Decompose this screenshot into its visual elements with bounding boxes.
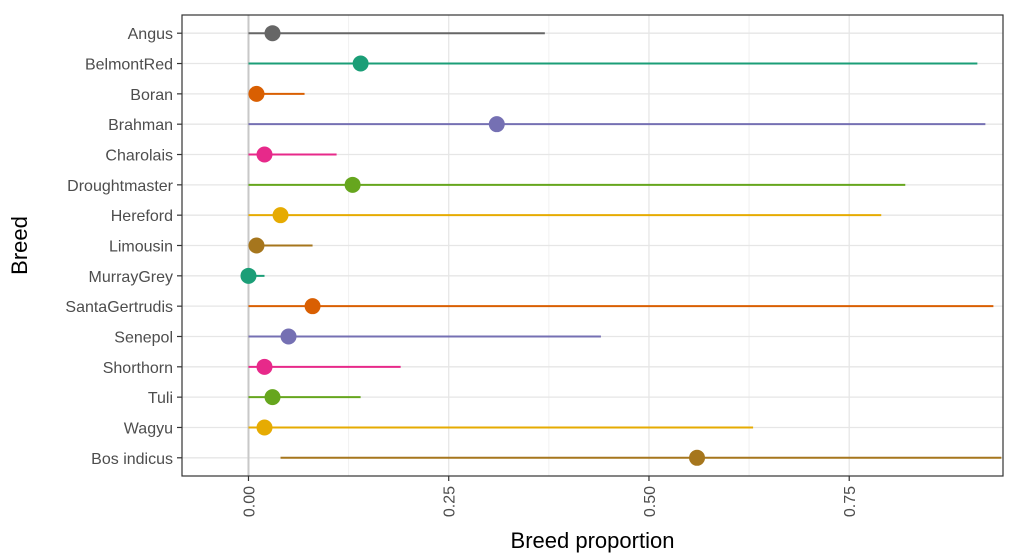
y-tick-label: Brahman: [108, 117, 173, 134]
y-axis-title: Breed: [7, 216, 32, 275]
y-tick-label: Bos indicus: [91, 451, 173, 468]
y-tick-label: Tuli: [148, 390, 173, 407]
point-senepol: [280, 328, 297, 345]
point-limousin: [248, 237, 265, 254]
point-santagertrudis: [304, 298, 321, 315]
point-tuli: [264, 389, 281, 406]
y-tick-label: Shorthorn: [103, 360, 173, 377]
x-tick-label: 0.25: [442, 486, 459, 517]
point-murraygrey: [240, 267, 257, 284]
x-tick-label: 0.00: [241, 486, 258, 517]
y-tick-label: Senepol: [114, 329, 173, 346]
y-tick-label: Droughtmaster: [67, 178, 173, 195]
y-tick-label: BelmontRed: [85, 57, 173, 74]
range-lines-layer: [248, 32, 1002, 459]
point-belmontred: [352, 55, 369, 72]
y-tick-label: Wagyu: [124, 420, 173, 437]
x-tick-label: 0.75: [842, 486, 859, 517]
y-tick-label: Hereford: [111, 208, 173, 225]
y-tick-label: Charolais: [105, 148, 173, 165]
point-boran: [248, 85, 265, 102]
y-tick-layer: Angus BelmontRed Boran Brahman Charolais Drou…: [65, 26, 182, 468]
point-charolais: [256, 146, 273, 163]
y-tick-label: Limousin: [109, 239, 173, 256]
y-tick-label: SantaGertrudis: [65, 299, 173, 316]
point-shorthorn: [256, 358, 273, 375]
y-tick-label: Angus: [128, 26, 173, 43]
y-tick-label: MurrayGrey: [89, 269, 173, 286]
point-angus: [264, 25, 281, 42]
point-bos-indicus: [689, 449, 706, 466]
x-axis-title: Breed proportion: [511, 528, 675, 553]
x-tick-layer: 0.00 0.25 0.50 0.75: [241, 476, 859, 517]
y-tick-label: Boran: [130, 87, 173, 104]
points-layer: [240, 25, 706, 466]
point-brahman: [488, 116, 505, 133]
point-hereford: [272, 207, 289, 224]
x-tick-label: 0.50: [642, 486, 659, 517]
point-droughtmaster: [344, 176, 361, 193]
point-wagyu: [256, 419, 273, 436]
